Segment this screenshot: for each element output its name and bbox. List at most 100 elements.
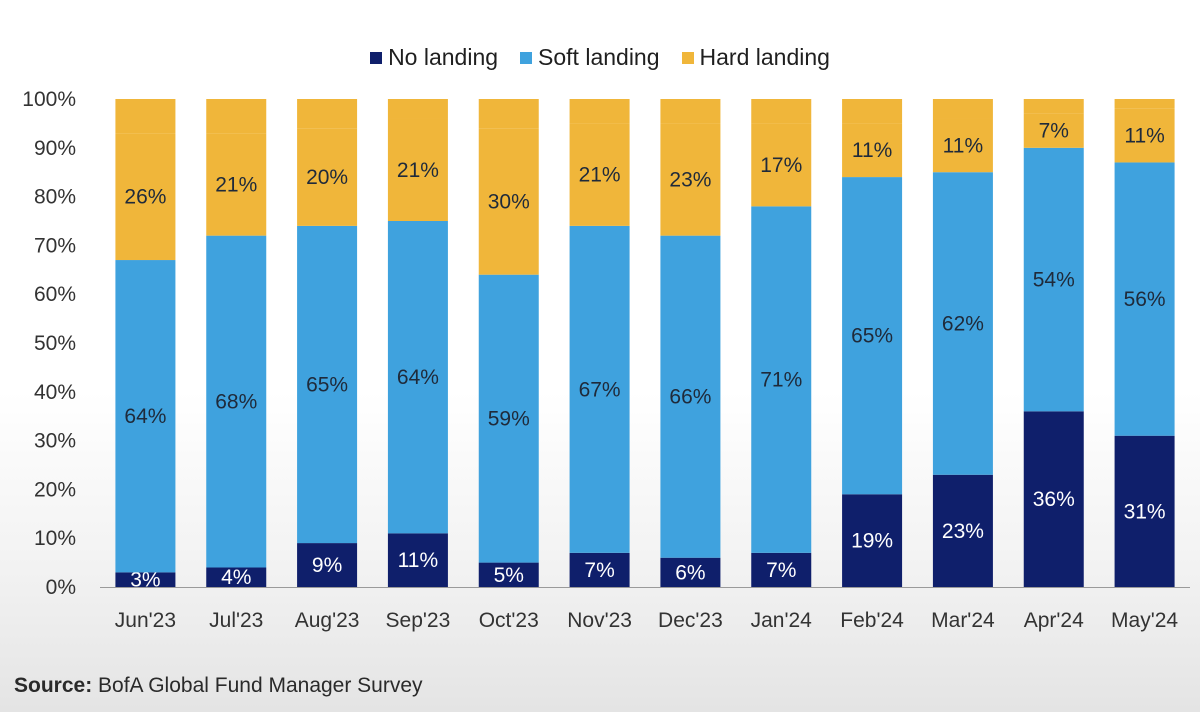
data-label-no-landing: 23% [942, 520, 984, 543]
x-tick-label: Mar'24 [931, 609, 995, 632]
data-label-hard-landing: 26% [124, 186, 166, 209]
legend-label-soft-landing: Soft landing [538, 44, 660, 70]
bar-segment-no-landing [842, 494, 903, 587]
legend-swatch-soft-landing [520, 51, 533, 64]
source-text: BofA Global Fund Manager Survey [92, 674, 423, 697]
bar-segment-remainder [478, 99, 539, 129]
y-tick-label: 80% [34, 186, 76, 209]
bar-segment-soft-landing [387, 221, 448, 534]
data-label-no-landing: 7% [766, 559, 796, 582]
bar-segment-no-landing [1023, 411, 1084, 587]
bar-segment-hard-landing [660, 123, 721, 236]
bar-segment-no-landing [751, 552, 812, 587]
bar-segment-soft-landing [842, 177, 903, 495]
data-label-hard-landing: 7% [1039, 120, 1069, 143]
bar-segment-soft-landing [297, 225, 358, 544]
legend-label-hard-landing: Hard landing [699, 44, 830, 70]
bar-segment-hard-landing [932, 118, 993, 173]
x-tick-label: Jan'24 [751, 609, 813, 632]
data-label-soft-landing: 71% [760, 369, 802, 392]
data-label-soft-landing: 62% [942, 312, 984, 335]
data-label-hard-landing: 21% [579, 164, 621, 187]
bar-segment-soft-landing [1023, 147, 1084, 412]
data-label-no-landing: 9% [312, 554, 342, 577]
bar-segment-hard-landing [842, 123, 903, 178]
data-label-no-landing: 5% [494, 564, 524, 587]
x-tick-label: May'24 [1111, 609, 1178, 632]
bar-segment-remainder [115, 99, 176, 134]
bar-segment-hard-landing [751, 123, 812, 207]
data-label-no-landing: 31% [1124, 500, 1166, 523]
bar-segment-hard-landing [478, 128, 539, 275]
data-label-no-landing: 7% [584, 559, 614, 582]
data-label-hard-landing: 30% [488, 190, 530, 213]
bar-segment-no-landing [1114, 435, 1175, 587]
data-label-soft-landing: 59% [488, 408, 530, 431]
data-label-soft-landing: 64% [124, 405, 166, 428]
bar-segment-no-landing [387, 533, 448, 587]
bar-segment-remainder [1114, 99, 1175, 109]
bar-segment-soft-landing [206, 235, 267, 568]
bar-segment-remainder [569, 99, 630, 124]
y-tick-label: 50% [34, 332, 76, 355]
y-tick-label: 100% [22, 88, 76, 111]
bar-segment-hard-landing [387, 118, 448, 221]
y-tick-label: 10% [34, 527, 76, 550]
data-label-soft-landing: 64% [397, 366, 439, 389]
legend-item-hard-landing: Hard landing [681, 44, 830, 71]
bar-segment-soft-landing [569, 225, 630, 553]
bar-segment-remainder [751, 99, 812, 124]
bar-segment-no-landing [115, 572, 176, 587]
legend-item-soft-landing: Soft landing [520, 44, 660, 71]
x-tick-label: Aug'23 [295, 609, 360, 632]
data-label-hard-landing: 21% [397, 159, 439, 182]
legend-item-no-landing: No landing [370, 44, 498, 71]
bar-segment-remainder [1023, 99, 1084, 114]
legend-swatch-no-landing [370, 51, 383, 64]
data-label-soft-landing: 65% [851, 325, 893, 348]
data-label-hard-landing: 11% [1124, 125, 1164, 148]
source-label: Source: [14, 674, 93, 697]
bar-segment-remainder [842, 99, 903, 124]
y-tick-label: 60% [34, 283, 76, 306]
x-tick-label: Nov'23 [567, 609, 632, 632]
data-label-no-landing: 6% [675, 561, 705, 584]
data-label-no-landing: 4% [221, 566, 251, 589]
chart-legend: No landing Soft landing Hard landing [0, 44, 1200, 71]
bar-segment-hard-landing [569, 123, 630, 226]
y-tick-label: 30% [34, 430, 76, 453]
data-label-no-landing: 3% [130, 569, 160, 592]
data-label-soft-landing: 65% [306, 373, 348, 396]
data-label-hard-landing: 11% [852, 139, 892, 162]
bar-segment-soft-landing [751, 206, 812, 553]
data-label-soft-landing: 56% [1124, 288, 1166, 311]
data-label-hard-landing: 21% [215, 173, 257, 196]
y-tick-label: 20% [34, 478, 76, 501]
bar-segment-remainder [932, 99, 993, 119]
bar-segment-remainder [206, 99, 267, 134]
y-tick-label: 90% [34, 137, 76, 160]
bar-segment-remainder [387, 99, 448, 119]
bar-segment-soft-landing [1114, 162, 1175, 436]
y-tick-label: 0% [46, 576, 76, 599]
bar-segment-remainder [660, 99, 721, 124]
x-tick-label: Jun'23 [115, 609, 176, 632]
bar-segment-soft-landing [478, 274, 539, 563]
x-tick-label: Oct'23 [479, 609, 539, 632]
bar-segment-remainder [297, 99, 358, 129]
x-tick-label: Jul'23 [209, 609, 263, 632]
bar-segment-no-landing [478, 562, 539, 587]
bar-segment-soft-landing [660, 235, 721, 558]
data-label-no-landing: 11% [398, 549, 438, 572]
bar-segment-hard-landing [206, 133, 267, 236]
bar-segment-soft-landing [115, 260, 176, 573]
legend-swatch-hard-landing [681, 51, 694, 64]
x-tick-label: Feb'24 [840, 609, 904, 632]
data-label-hard-landing: 20% [306, 166, 348, 189]
source-note: Source: BofA Global Fund Manager Survey [14, 674, 423, 698]
bar-segment-hard-landing [1114, 108, 1175, 163]
data-label-hard-landing: 17% [760, 154, 802, 177]
data-label-soft-landing: 67% [579, 378, 621, 401]
x-tick-label: Sep'23 [386, 609, 451, 632]
